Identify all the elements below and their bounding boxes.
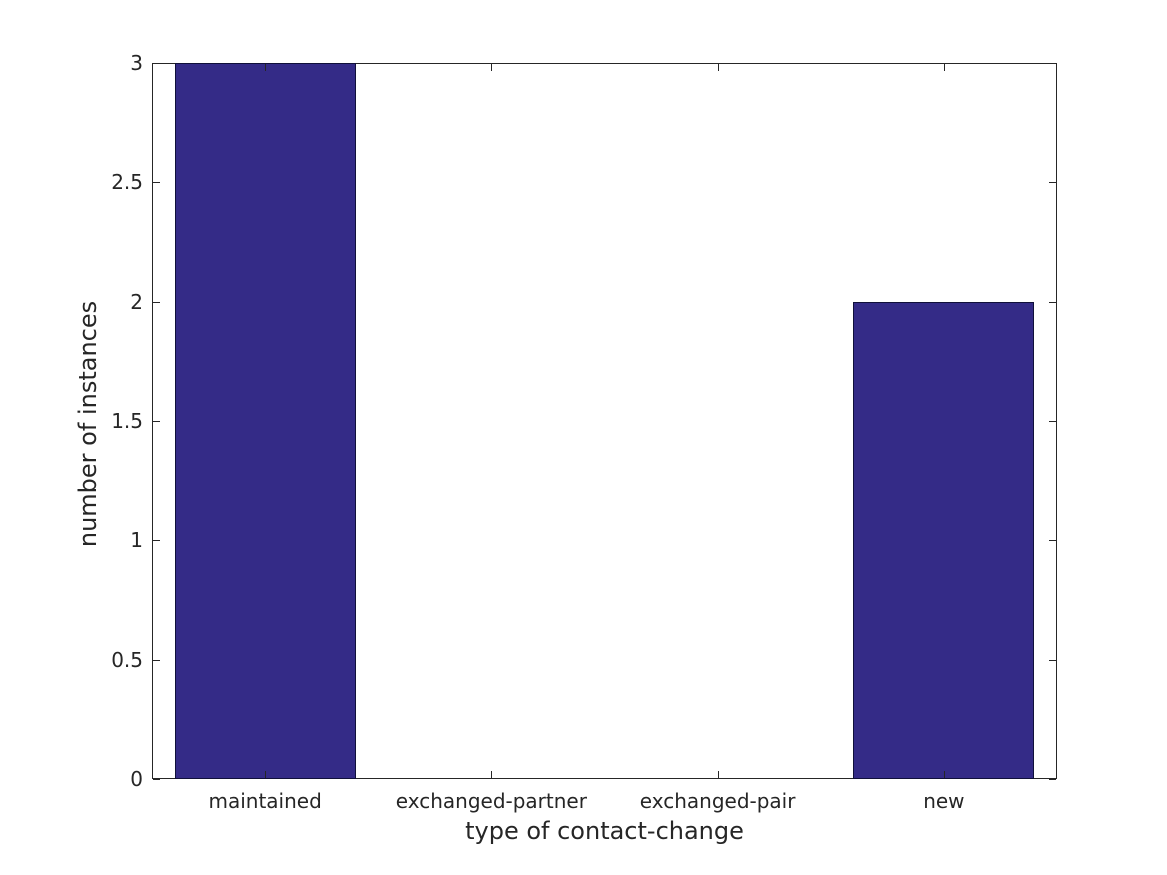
y-tick-label: 3 <box>130 51 143 75</box>
bar-new <box>853 301 1035 779</box>
y-tick-left <box>153 63 160 64</box>
x-axis-title: type of contact-change <box>465 817 744 845</box>
x-tick-label: new <box>923 789 965 813</box>
x-tick-top <box>265 64 267 71</box>
y-tick-left <box>153 182 160 184</box>
y-tick-label: 0 <box>130 767 143 791</box>
y-tick-label: 2.5 <box>111 170 143 195</box>
y-tick-label: 0.5 <box>111 647 143 672</box>
x-tick-bottom <box>943 771 945 778</box>
y-tick-right <box>1049 659 1056 661</box>
y-tick-left <box>153 540 160 542</box>
x-tick-label: exchanged-partner <box>395 789 587 813</box>
x-tick-top <box>943 64 945 71</box>
y-tick-right <box>1049 63 1056 64</box>
x-tick-top <box>717 64 719 71</box>
y-tick-label: 1 <box>130 528 143 553</box>
y-tick-label: 1.5 <box>111 409 143 433</box>
y-tick-right <box>1049 779 1056 780</box>
x-tick-bottom <box>265 771 267 778</box>
axes-box <box>152 63 1057 779</box>
y-axis-title: number of instances <box>74 300 102 548</box>
y-tick-label: 2 <box>130 289 143 314</box>
x-tick-bottom <box>717 771 719 778</box>
x-tick-label: maintained <box>208 789 322 813</box>
y-tick-left <box>153 301 160 303</box>
y-tick-right <box>1049 301 1056 303</box>
x-tick-top <box>491 64 493 71</box>
y-tick-left <box>153 659 160 661</box>
bar-maintained <box>174 63 356 779</box>
y-tick-right <box>1049 182 1056 184</box>
y-tick-right <box>1049 540 1056 542</box>
y-tick-right <box>1049 421 1056 422</box>
y-tick-left <box>153 421 160 422</box>
x-tick-label: exchanged-pair <box>639 789 796 813</box>
y-tick-left <box>153 779 160 780</box>
x-tick-bottom <box>491 771 493 778</box>
